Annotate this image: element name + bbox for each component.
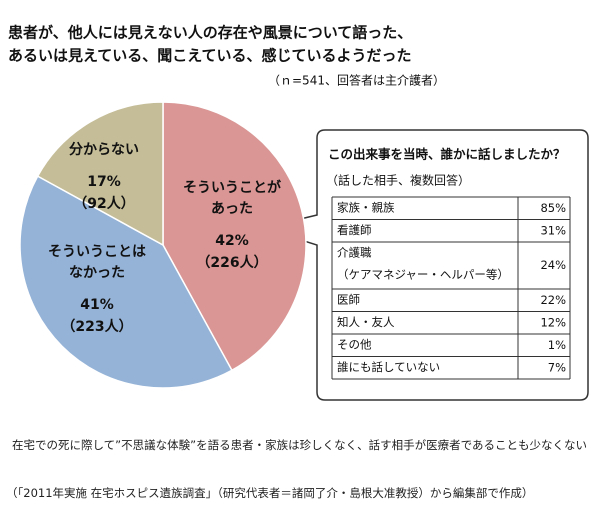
- value-label: 41%: [80, 297, 114, 313]
- table-label: 介護職: [337, 246, 372, 260]
- table-label: 誰にも話していない: [337, 360, 440, 374]
- count-label: （223人）: [61, 318, 132, 335]
- value-label: 42%: [215, 233, 249, 249]
- caption: 在宅での死に際して”不思議な体験”を語る患者・家族は珍しくなく、話す相手が医療者…: [12, 438, 587, 452]
- table-value: 22%: [540, 293, 566, 307]
- table-value: 7%: [548, 360, 566, 374]
- slice-label: そういうことが: [183, 179, 282, 196]
- source: （「2011年実施 在宅ホスピス遺族調査」（研究代表者＝諸岡了介・島根大准教授）…: [6, 486, 534, 500]
- value-label: 17%: [87, 174, 121, 190]
- slice-label: そういうことは: [48, 244, 146, 260]
- callout-title: この出来事を当時、誰かに話しましたか？: [328, 147, 566, 162]
- table-value: 24%: [540, 258, 566, 272]
- table-label: 看護師: [337, 223, 372, 237]
- table-label: 家族・親族: [337, 201, 395, 215]
- count-label: （92人）: [73, 195, 134, 212]
- table-value: 12%: [540, 315, 566, 329]
- table-label: 医師: [337, 293, 360, 307]
- chart: 患者が、他人には見えない人の存在や風景について語った、あるいは見えている、聞こえ…: [8, 24, 589, 401]
- table-label: その他: [337, 338, 372, 352]
- count-label: （226人）: [196, 254, 267, 271]
- slice-label: あった: [211, 201, 253, 217]
- callout-subtitle: （話した相手、複数回答）: [326, 173, 470, 188]
- chart-subtitle: （ｎ=541、回答者は主介護者）: [268, 73, 445, 88]
- table-label: （ケアマネジャー・ヘルパー等）: [337, 268, 509, 282]
- slice-label: なかった: [69, 265, 125, 281]
- table-value: 31%: [540, 223, 566, 237]
- pie-slice: [36, 101, 164, 247]
- slice-label: 分からない: [69, 142, 139, 158]
- table-value: 1%: [548, 338, 566, 352]
- chart-title: あるいは見えている、聞こえている、感じているようだった: [8, 47, 412, 65]
- chart-title: 患者が、他人には見えない人の存在や風景について語った、: [8, 24, 412, 42]
- pie-slice: [19, 175, 233, 389]
- pie-slice: [162, 101, 307, 372]
- table-label: 知人・友人: [337, 315, 395, 329]
- table-value: 85%: [540, 201, 566, 215]
